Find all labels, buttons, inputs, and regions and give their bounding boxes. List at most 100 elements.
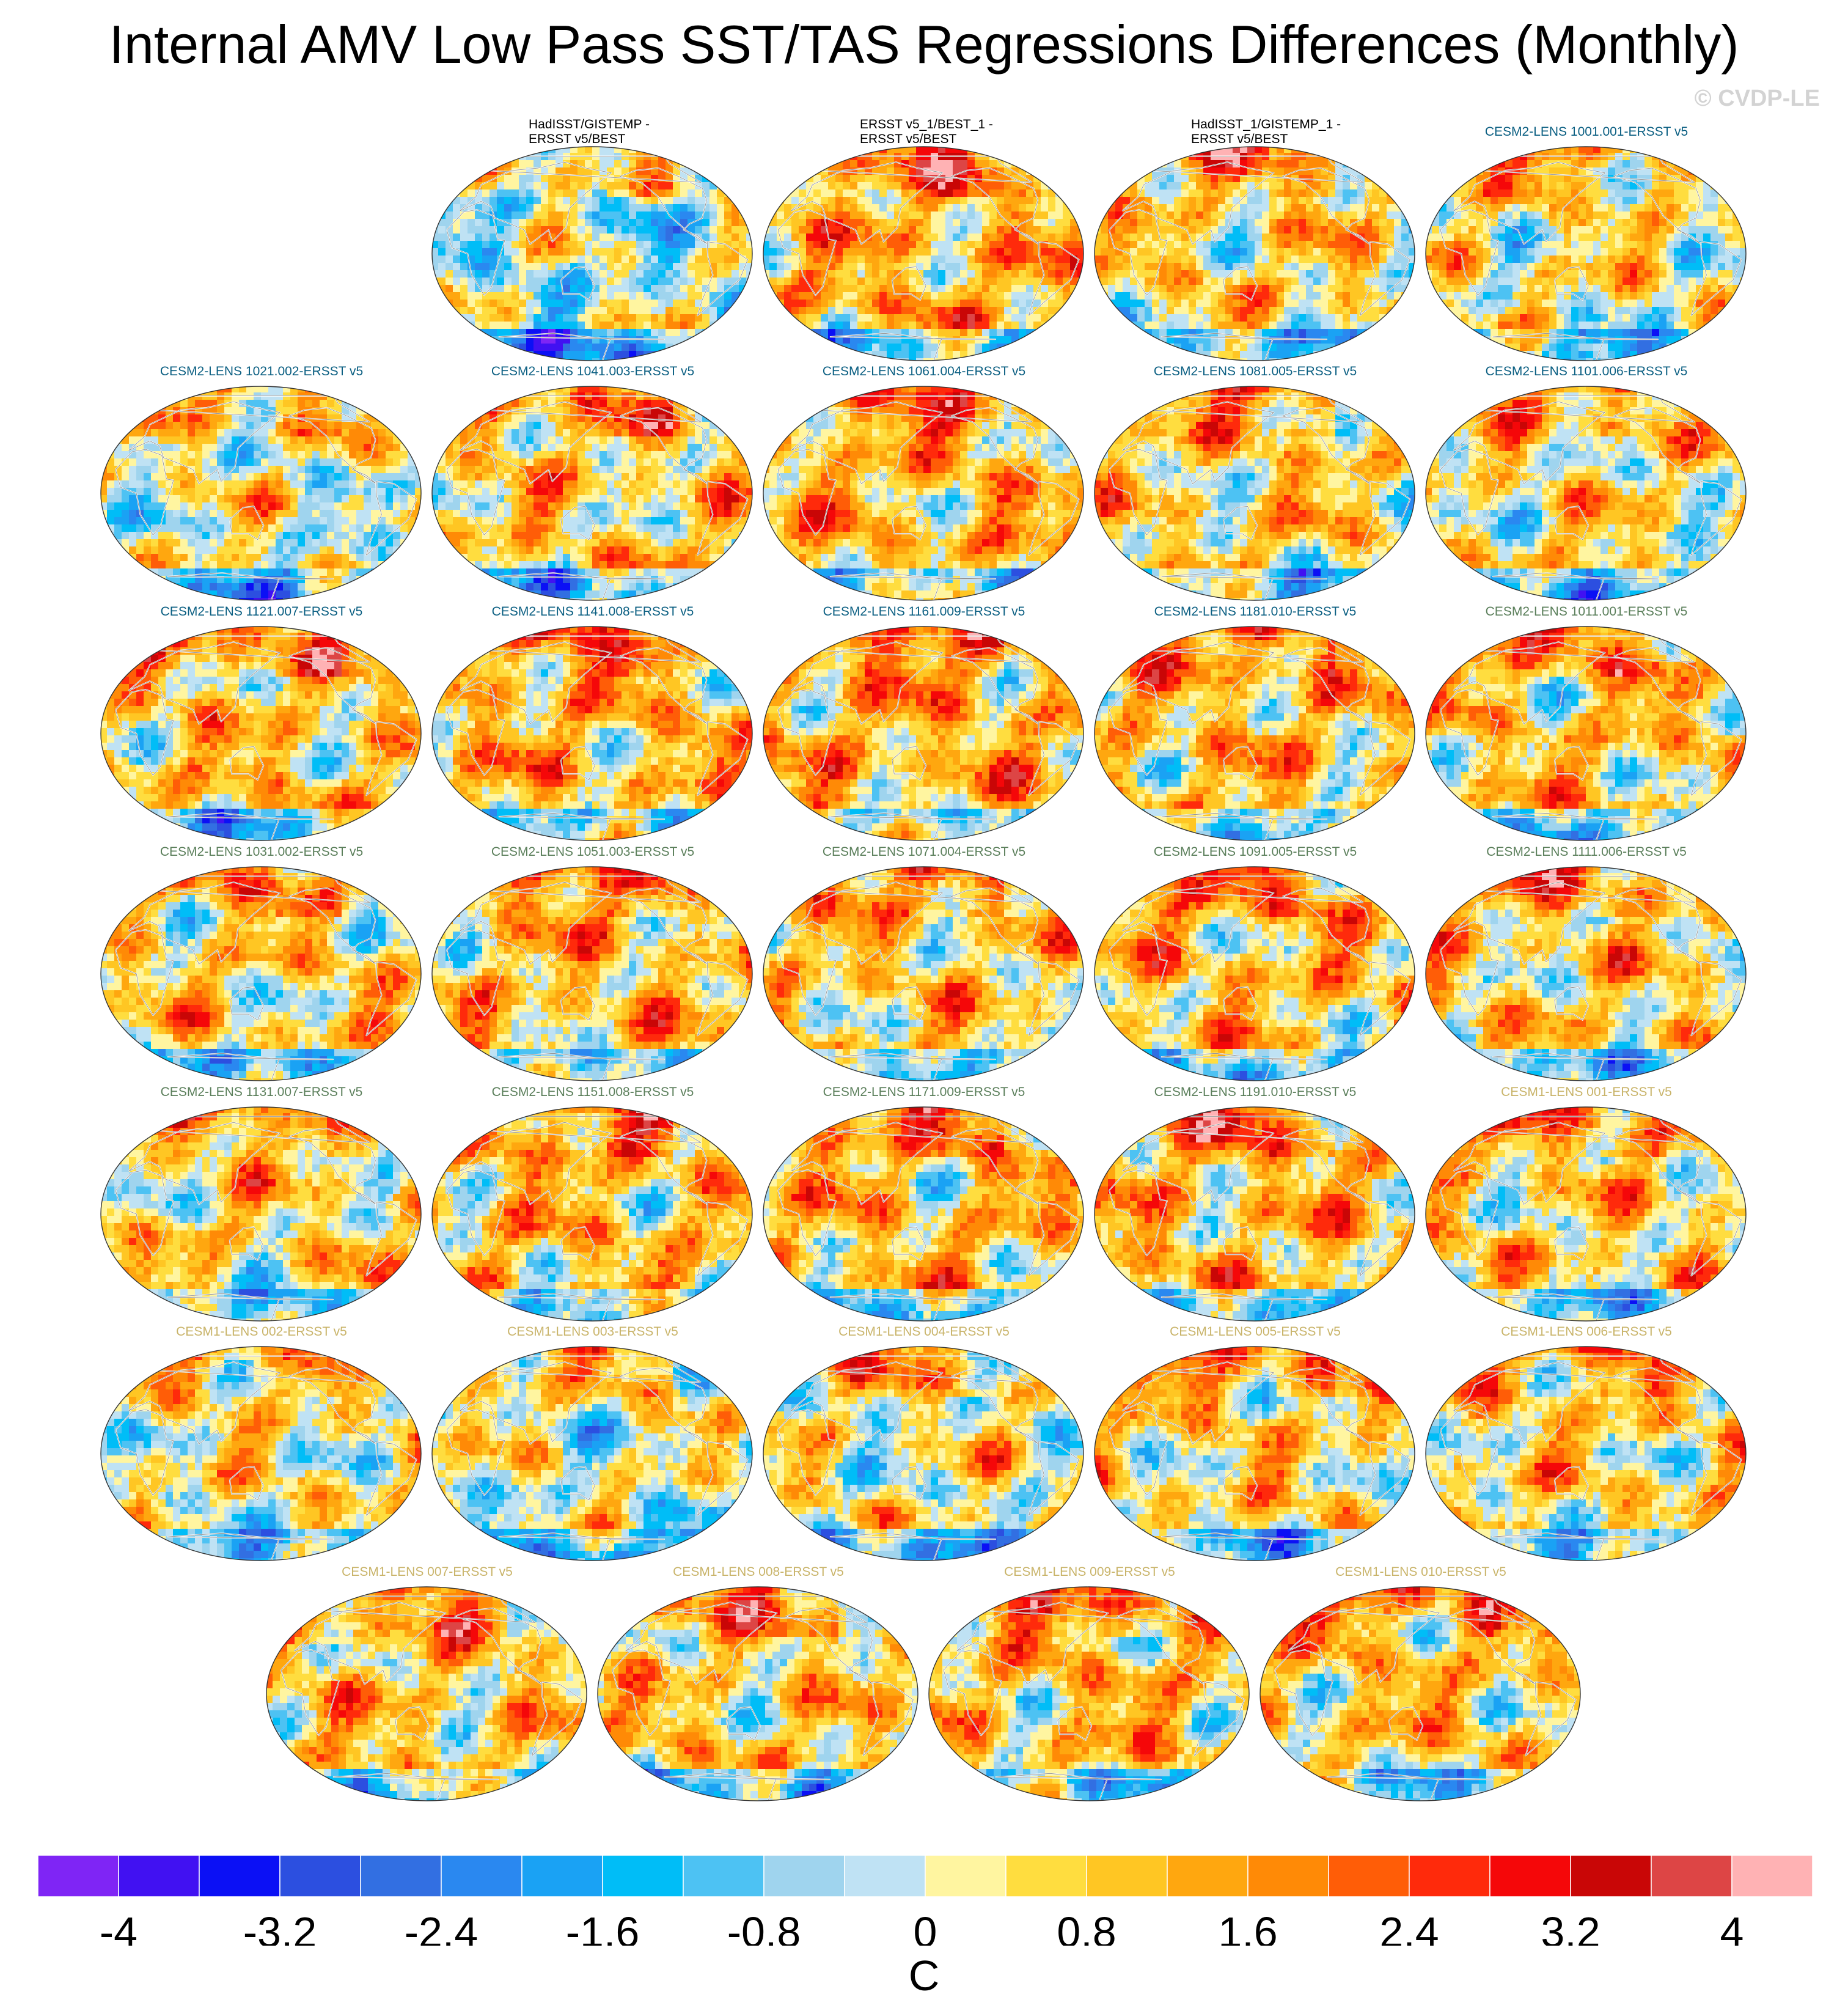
regression-map xyxy=(763,1106,1084,1322)
panel-title: CESM2-LENS 1011.001-ERSST v5 xyxy=(1425,605,1748,619)
map-field xyxy=(101,1107,421,1321)
regression-map xyxy=(1094,386,1415,601)
colorbar-swatch xyxy=(279,1855,361,1897)
regression-map xyxy=(100,386,422,601)
panel-title: CESM2-LENS 1101.006-ERSST v5 xyxy=(1425,364,1748,379)
panel-title: CESM2-LENS 1001.001-ERSST v5 xyxy=(1425,125,1748,139)
map-panel: CESM2-LENS 1171.009-ERSST v5 xyxy=(762,1085,1086,1323)
regression-map xyxy=(431,386,753,601)
colorbar-swatch xyxy=(1167,1855,1248,1897)
colorbar-unit-label: C xyxy=(0,1951,1848,2000)
map-panel: CESM2-LENS 1181.010-ERSST v5 xyxy=(1093,605,1417,843)
map-panel: CESM2-LENS 1071.004-ERSST v5 xyxy=(762,845,1086,1083)
map-panel: CESM2-LENS 1011.001-ERSST v5 xyxy=(1425,605,1748,843)
map-panel: CESM2-LENS 1041.003-ERSST v5 xyxy=(431,364,755,603)
regression-map xyxy=(431,1106,753,1322)
colorbar-tick-label: 4 xyxy=(1720,1908,1744,1946)
colorbar-swatch xyxy=(1086,1855,1168,1897)
panel-title: CESM2-LENS 1051.003-ERSST v5 xyxy=(431,845,755,859)
map-panel: ERSST v5_1/BEST_1 - ERSST v5/BEST xyxy=(762,117,1086,363)
colorbar-swatch xyxy=(1247,1855,1329,1897)
colorbar-tick-label: -4 xyxy=(100,1908,138,1946)
map-panel: HadISST_1/GISTEMP_1 - ERSST v5/BEST xyxy=(1093,117,1417,363)
map-panel: CESM1-LENS 007-ERSST v5 xyxy=(265,1565,589,1803)
colorbar-swatch xyxy=(1570,1855,1652,1897)
regression-map xyxy=(100,1346,422,1561)
panel-title: CESM2-LENS 1031.002-ERSST v5 xyxy=(100,845,424,859)
colorbar-swatch xyxy=(1005,1855,1087,1897)
colorbar-swatch xyxy=(602,1855,684,1897)
panel-title: CESM1-LENS 002-ERSST v5 xyxy=(100,1325,424,1339)
panel-title: CESM2-LENS 1041.003-ERSST v5 xyxy=(431,364,755,379)
map-panel: CESM1-LENS 009-ERSST v5 xyxy=(928,1565,1252,1803)
colorbar: -4 -3.2 -2.4 -1.6 -0.8 0 0.8 1.6 2.4 3.2 4 xyxy=(37,1855,1813,1946)
map-panel: CESM2-LENS 1031.002-ERSST v5 xyxy=(100,845,424,1083)
map-panel: CESM2-LENS 1151.008-ERSST v5 xyxy=(431,1085,755,1323)
panel-title: CESM1-LENS 004-ERSST v5 xyxy=(762,1325,1086,1339)
regression-map xyxy=(1260,1586,1581,1801)
panel-title: CESM1-LENS 006-ERSST v5 xyxy=(1425,1325,1748,1339)
map-field xyxy=(763,867,1084,1081)
panel-title: CESM1-LENS 005-ERSST v5 xyxy=(1093,1325,1417,1339)
map-panel: CESM2-LENS 1101.006-ERSST v5 xyxy=(1425,364,1748,603)
panel-title: CESM2-LENS 1191.010-ERSST v5 xyxy=(1093,1085,1417,1100)
panel-title: CESM2-LENS 1091.005-ERSST v5 xyxy=(1093,845,1417,859)
colorbar-tick-label: -1.6 xyxy=(566,1908,640,1946)
map-field xyxy=(929,1587,1249,1801)
panel-title: CESM2-LENS 1071.004-ERSST v5 xyxy=(762,845,1086,859)
panel-title: CESM2-LENS 1161.009-ERSST v5 xyxy=(762,605,1086,619)
panel-title: CESM1-LENS 001-ERSST v5 xyxy=(1425,1085,1748,1100)
map-panel: CESM1-LENS 008-ERSST v5 xyxy=(596,1565,920,1803)
map-panel: HadISST/GISTEMP - ERSST v5/BEST xyxy=(431,117,755,363)
panel-title: CESM2-LENS 1121.007-ERSST v5 xyxy=(100,605,424,619)
map-panel: CESM1-LENS 003-ERSST v5 xyxy=(431,1325,755,1563)
panel-title: CESM2-LENS 1061.004-ERSST v5 xyxy=(762,364,1086,379)
regression-map xyxy=(100,866,422,1081)
colorbar-swatch xyxy=(1489,1855,1571,1897)
map-panel: CESM2-LENS 1091.005-ERSST v5 xyxy=(1093,845,1417,1083)
colorbar-swatch xyxy=(763,1855,845,1897)
panel-title: CESM1-LENS 009-ERSST v5 xyxy=(928,1565,1252,1580)
regression-map xyxy=(100,626,422,841)
panel-title: CESM2-LENS 1081.005-ERSST v5 xyxy=(1093,364,1417,379)
panel-title: CESM2-LENS 1151.008-ERSST v5 xyxy=(431,1085,755,1100)
map-panel: CESM1-LENS 001-ERSST v5 xyxy=(1425,1085,1748,1323)
map-field xyxy=(1426,147,1746,361)
regression-map xyxy=(1094,866,1415,1081)
panel-title: CESM2-LENS 1141.008-ERSST v5 xyxy=(431,605,755,619)
map-panel: CESM2-LENS 1001.001-ERSST v5 xyxy=(1425,125,1748,363)
map-field xyxy=(1426,386,1746,600)
map-panel: CESM1-LENS 010-ERSST v5 xyxy=(1259,1565,1583,1803)
colorbar-swatch xyxy=(118,1855,200,1897)
regression-map xyxy=(763,146,1084,361)
regression-map xyxy=(1425,626,1747,841)
map-panel: CESM1-LENS 005-ERSST v5 xyxy=(1093,1325,1417,1563)
panel-title: CESM2-LENS 1131.007-ERSST v5 xyxy=(100,1085,424,1100)
colorbar-swatch xyxy=(441,1855,522,1897)
copyright-label: © CVDP-LE xyxy=(1695,86,1820,112)
colorbar-swatch xyxy=(1651,1855,1733,1897)
regression-map xyxy=(763,866,1084,1081)
panel-title: CESM2-LENS 1111.006-ERSST v5 xyxy=(1425,845,1748,859)
regression-map xyxy=(1425,866,1747,1081)
colorbar-tick-label: -2.4 xyxy=(405,1908,479,1946)
regression-map xyxy=(1094,626,1415,841)
panel-title: CESM2-LENS 1181.010-ERSST v5 xyxy=(1093,605,1417,619)
panel-title: ERSST v5_1/BEST_1 - ERSST v5/BEST xyxy=(860,117,1062,147)
panel-title: CESM1-LENS 010-ERSST v5 xyxy=(1259,1565,1583,1580)
regression-map xyxy=(1425,146,1747,361)
colorbar-swatch xyxy=(683,1855,765,1897)
regression-map xyxy=(431,866,753,1081)
regression-map xyxy=(763,386,1084,601)
regression-map xyxy=(1425,1346,1747,1561)
map-panel: CESM2-LENS 1191.010-ERSST v5 xyxy=(1093,1085,1417,1323)
colorbar-swatch xyxy=(37,1855,119,1897)
colorbar-swatch xyxy=(1731,1855,1813,1897)
colorbar-tick-label: 3.2 xyxy=(1541,1908,1600,1946)
regression-map xyxy=(431,146,753,361)
regression-map xyxy=(431,1346,753,1561)
colorbar-swatch xyxy=(925,1855,1007,1897)
map-panel: CESM1-LENS 006-ERSST v5 xyxy=(1425,1325,1748,1563)
colorbar-swatch xyxy=(1328,1855,1410,1897)
panel-title: CESM2-LENS 1171.009-ERSST v5 xyxy=(762,1085,1086,1100)
